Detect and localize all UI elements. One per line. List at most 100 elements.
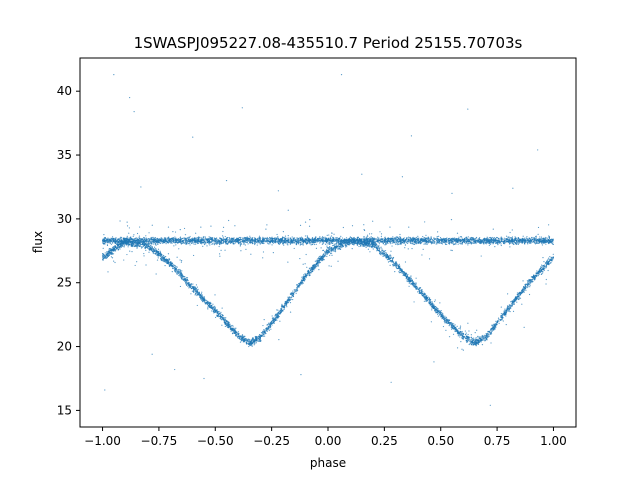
- data-point: [552, 241, 554, 243]
- data-point: [513, 239, 515, 241]
- data-point: [453, 323, 455, 325]
- data-point: [313, 243, 315, 246]
- data-point: [319, 237, 321, 239]
- data-point: [440, 238, 442, 240]
- data-point: [345, 237, 348, 239]
- data-point: [288, 237, 290, 239]
- data-point: [156, 240, 158, 242]
- data-point: [522, 241, 524, 243]
- data-point: [287, 235, 289, 237]
- data-point: [161, 242, 164, 244]
- data-point: [523, 238, 525, 240]
- data-point: [168, 236, 170, 238]
- data-point: [132, 239, 134, 241]
- data-point: [162, 240, 164, 242]
- data-point: [404, 242, 406, 244]
- data-point: [107, 239, 109, 241]
- data-point: [495, 240, 497, 242]
- data-point: [446, 241, 448, 243]
- data-point: [496, 239, 499, 241]
- data-point: [452, 242, 454, 244]
- data-point: [392, 236, 394, 238]
- data-point: [377, 236, 379, 238]
- data-point: [155, 244, 157, 246]
- data-point: [370, 239, 372, 241]
- data-point: [102, 240, 104, 242]
- data-point: [227, 242, 229, 244]
- data-point: [335, 238, 337, 240]
- data-point: [304, 238, 306, 240]
- data-point: [112, 237, 114, 239]
- data-point: [548, 237, 551, 240]
- data-point: [308, 240, 310, 242]
- data-point: [339, 241, 342, 244]
- data-point: [325, 240, 327, 242]
- data-point: [334, 240, 336, 242]
- data-point: [429, 241, 431, 244]
- data-point: [535, 237, 538, 239]
- data-point: [384, 236, 386, 238]
- data-point: [548, 236, 551, 239]
- data-point: [111, 236, 114, 238]
- data-point: [507, 236, 509, 239]
- data-point: [422, 235, 424, 238]
- data-point: [518, 239, 520, 241]
- data-point: [176, 239, 178, 242]
- data-point: [374, 238, 377, 240]
- data-point: [145, 238, 147, 240]
- data-point: [255, 239, 257, 241]
- data-point: [411, 242, 413, 245]
- data-point: [219, 237, 221, 239]
- data-point: [230, 241, 232, 244]
- data-point: [511, 240, 513, 243]
- data-point: [208, 240, 211, 242]
- data-point: [330, 235, 333, 237]
- data-point: [242, 238, 244, 240]
- data-point: [441, 238, 443, 240]
- data-point: [540, 242, 542, 244]
- data-point: [398, 243, 400, 246]
- data-point: [157, 257, 159, 259]
- data-point: [243, 241, 245, 243]
- data-point: [508, 241, 510, 244]
- data-point: [439, 239, 441, 241]
- data-point: [479, 237, 481, 239]
- data-point: [508, 236, 510, 238]
- data-point: [163, 241, 165, 244]
- data-point: [155, 241, 157, 244]
- data-point: [497, 243, 499, 246]
- data-point: [209, 244, 211, 246]
- data-point: [503, 239, 505, 241]
- data-point: [517, 243, 519, 245]
- data-point: [473, 241, 475, 243]
- data-point: [181, 242, 183, 244]
- data-point: [463, 240, 466, 242]
- data-point: [420, 241, 422, 243]
- data-point: [111, 240, 113, 243]
- data-point: [409, 240, 411, 242]
- data-point: [165, 237, 167, 239]
- data-point: [105, 240, 107, 243]
- data-point: [214, 239, 216, 242]
- data-point: [536, 238, 538, 240]
- data-point: [268, 238, 270, 240]
- data-point: [248, 240, 250, 243]
- data-point: [462, 241, 464, 244]
- data-point: [318, 237, 320, 240]
- data-point: [370, 237, 373, 240]
- data-point: [218, 240, 221, 242]
- data-point: [126, 235, 128, 237]
- data-point: [336, 237, 338, 239]
- data-point: [282, 242, 284, 244]
- data-point: [370, 236, 372, 238]
- data-point: [246, 241, 248, 243]
- data-point: [321, 239, 323, 241]
- data-point: [531, 239, 533, 241]
- data-point: [197, 242, 200, 245]
- data-point: [148, 239, 150, 241]
- data-point: [270, 237, 272, 239]
- data-point: [170, 238, 172, 240]
- data-point: [382, 243, 385, 245]
- data-point: [486, 237, 488, 239]
- data-point: [271, 239, 273, 241]
